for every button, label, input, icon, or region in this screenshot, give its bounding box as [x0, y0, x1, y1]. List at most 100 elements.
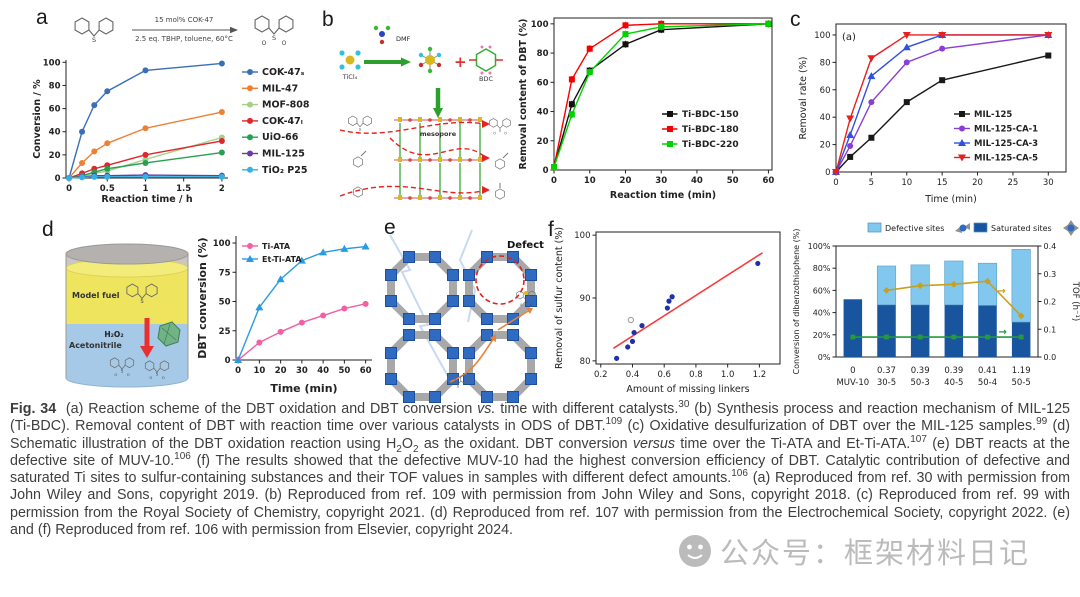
svg-text:80: 80 [49, 81, 61, 91]
caption-segment: (c) Oxidative desulfurization of DBT ove… [622, 418, 1037, 435]
svg-text:(a): (a) [842, 32, 856, 43]
caption-segment: (f) The results showed that the defectiv… [10, 452, 1070, 487]
svg-text:0.6: 0.6 [657, 370, 671, 380]
figure-caption: Fig. 34 (a) Reaction scheme of the DBT o… [10, 400, 1070, 539]
svg-text:0.37: 0.37 [877, 366, 896, 376]
diffusion-arrows [449, 309, 531, 383]
svg-text:1.2: 1.2 [753, 370, 767, 380]
svg-text:75: 75 [219, 268, 231, 278]
plus-sign: + [454, 53, 467, 71]
svg-text:Reaction time / h: Reaction time / h [101, 194, 192, 205]
panel-f-label: f [548, 218, 554, 241]
svg-text:MIL-125: MIL-125 [974, 110, 1012, 120]
reaction-path-arrows [339, 121, 487, 197]
svg-text:DMF: DMF [396, 35, 411, 43]
svg-text:Conversion / %: Conversion / % [32, 79, 43, 159]
chart-c-plot: 0 5 10 15 20 25 30 0 20 40 60 80 100 Time (min) Remova… [798, 23, 1067, 205]
caption-segment: 109 [605, 416, 623, 428]
svg-text:0: 0 [543, 166, 549, 176]
panel-d-conversion-chart: 0 10 20 30 40 50 60 0 25 50 75 100 Time (min) DBT con… [196, 236, 372, 395]
svg-text:0.4: 0.4 [626, 370, 640, 380]
tof-line-TOF defective sites: → [883, 277, 1025, 320]
svg-text:100: 100 [213, 239, 231, 249]
svg-text:0: 0 [825, 168, 830, 178]
svg-text:60%: 60% [813, 286, 831, 295]
svg-text:2: 2 [219, 184, 225, 194]
mil-125-framework-structure: mesopore [394, 117, 482, 200]
svg-text:Removal of sulfur content (%): Removal of sulfur content (%) [554, 227, 565, 369]
svg-text:Defective sites: Defective sites [885, 224, 944, 233]
defective-bar [1011, 249, 1031, 323]
caption-segment: (a) Reaction scheme of the DBT oxidation… [56, 401, 478, 417]
svg-text:20: 20 [275, 366, 287, 376]
mesopore-label: mesopore [420, 130, 457, 138]
series-Ti-ATA [235, 300, 369, 363]
series-MIL-125-CA-5 [832, 31, 1053, 176]
svg-text:0.39: 0.39 [944, 366, 963, 376]
caption-segment: as the oxidant. DBT conversion [418, 435, 633, 452]
svg-text:0.4: 0.4 [1044, 242, 1057, 251]
defect-label: Defect [507, 240, 544, 251]
caption-segment: Fig. 34 [10, 401, 57, 417]
svg-text:0.2: 0.2 [1044, 298, 1057, 307]
saturated-site-icon [1063, 220, 1079, 236]
svg-text:0.8: 0.8 [689, 370, 703, 380]
svg-text:20: 20 [820, 141, 831, 151]
svg-text:Removal rate (%): Removal rate (%) [798, 57, 809, 140]
svg-text:Ti-BDC-180: Ti-BDC-180 [682, 125, 739, 135]
svg-text:MIL-125: MIL-125 [262, 149, 305, 160]
svg-text:40: 40 [49, 128, 61, 138]
svg-text:50: 50 [727, 176, 739, 186]
svg-text:15: 15 [937, 178, 948, 188]
svg-text:100%: 100% [808, 242, 831, 251]
svg-text:Ti-ATA: Ti-ATA [262, 242, 291, 251]
svg-text:40: 40 [820, 113, 831, 123]
caption-segment: 106 [174, 451, 191, 463]
svg-text:30: 30 [1043, 178, 1054, 188]
svg-text:40: 40 [537, 108, 549, 118]
panel-f-bar-chart: 0% 20% 40% 60% 80% 100% 0.0 0.1 0.2 0.3 0.4 0 MUV-10… [792, 220, 1080, 388]
bdc-molecule-icon: BDC [469, 45, 503, 83]
svg-text:30-5: 30-5 [877, 378, 896, 388]
bar-chart-legend: Defective sites Saturated sites [867, 220, 1079, 236]
svg-text:60: 60 [763, 176, 775, 186]
svg-text:COK-47ₛ: COK-47ₛ [262, 67, 305, 78]
sulfur-atom-dot [524, 291, 528, 295]
svg-text:Ti-BDC-220: Ti-BDC-220 [682, 140, 739, 150]
svg-text:80%: 80% [813, 264, 831, 273]
svg-text:40: 40 [691, 176, 703, 186]
oxidation-arrow-head [140, 346, 154, 358]
defect-circle [475, 255, 525, 305]
svg-text:40%: 40% [813, 309, 831, 318]
caption-segment: (e) DBT reacts at the defective site of … [10, 435, 1070, 469]
caption-segment: 106 [731, 468, 748, 480]
svg-text:MIL-125-CA-3: MIL-125-CA-3 [974, 139, 1038, 149]
panel-d-label: d [42, 218, 54, 241]
svg-text:20: 20 [620, 176, 632, 186]
svg-text:→: → [997, 286, 1005, 297]
svg-text:1.19: 1.19 [1012, 366, 1031, 376]
panel-e-muv10-structure: Defect [380, 229, 544, 392]
synthesis-arrow-1-head [401, 57, 411, 67]
panel-d-beaker-scheme: Model fuel Acetonitrile H₂O₂ [65, 243, 189, 388]
caption-segment: time over the Ti-ATA and Et-Ti-ATA. [675, 435, 911, 452]
svg-text:60: 60 [537, 78, 549, 88]
svg-text:25: 25 [1008, 178, 1019, 188]
saturated-bar [910, 304, 930, 357]
svg-text:90: 90 [580, 294, 591, 304]
svg-text:0.3: 0.3 [1044, 270, 1057, 279]
svg-text:60: 60 [360, 366, 372, 376]
svg-text:Saturated sites: Saturated sites [991, 224, 1052, 233]
svg-text:0.0: 0.0 [1044, 353, 1057, 362]
svg-text:Ti-BDC-150: Ti-BDC-150 [682, 110, 739, 120]
svg-text:Conversion of dibenzothiophene: Conversion of dibenzothiophene (%) [792, 229, 801, 375]
panel-b-label: b [322, 8, 334, 31]
chart-b-legend: Ti-BDC-150 Ti-BDC-180 Ti-BDC-220 [662, 110, 739, 150]
svg-text:0%: 0% [818, 353, 831, 362]
svg-text:0.39: 0.39 [911, 366, 930, 376]
svg-text:80: 80 [537, 49, 549, 59]
panel-f-scatter-chart: 0.2 0.4 0.6 0.8 1.0 1.2 80 90 100 Amount of missi… [554, 227, 781, 395]
svg-text:0: 0 [833, 178, 838, 188]
